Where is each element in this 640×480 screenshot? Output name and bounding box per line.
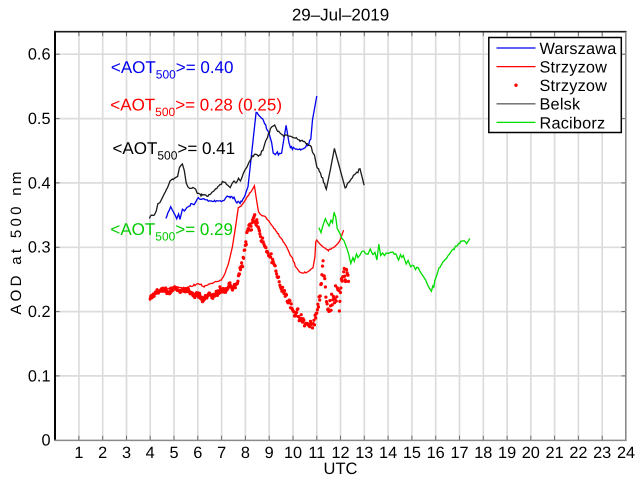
svg-text:4: 4 [146,444,155,462]
svg-text:0.2: 0.2 [28,303,51,321]
svg-text:0.6: 0.6 [28,46,51,64]
svg-text:<AOT500>= 0.28 (0.25): <AOT500>= 0.28 (0.25) [110,96,282,120]
svg-text:21: 21 [546,444,564,462]
svg-text:UTC: UTC [324,460,358,478]
svg-text:15: 15 [403,444,421,462]
svg-text:<AOT500>= 0.29: <AOT500>= 0.29 [110,220,233,244]
svg-text:AOD at 500 nm: AOD at 500 nm [8,168,25,314]
svg-text:0.5: 0.5 [28,110,51,128]
svg-text:Belsk: Belsk [540,96,581,114]
svg-text:17: 17 [450,444,468,462]
svg-text:22: 22 [569,444,587,462]
svg-text:<AOT500>= 0.41: <AOT500>= 0.41 [113,139,236,163]
svg-text:0.4: 0.4 [28,174,51,192]
svg-text:16: 16 [427,444,445,462]
svg-text:13: 13 [355,444,373,462]
svg-text:1: 1 [74,444,83,462]
svg-text:6: 6 [193,444,202,462]
svg-text:8: 8 [241,444,250,462]
svg-text:11: 11 [308,444,325,462]
svg-text:Raciborz: Raciborz [540,114,606,132]
svg-text:5: 5 [169,444,178,462]
svg-text:0.3: 0.3 [28,239,51,257]
svg-text:2: 2 [98,444,107,462]
svg-text:Strzyzow: Strzyzow [540,77,608,95]
svg-text:0: 0 [41,432,50,450]
svg-text:18: 18 [474,444,492,462]
svg-text:24: 24 [617,444,635,462]
svg-text:Warszawa: Warszawa [540,40,618,58]
svg-text:20: 20 [522,444,540,462]
svg-text:3: 3 [122,444,131,462]
svg-text:23: 23 [593,444,611,462]
svg-text:0.1: 0.1 [28,367,51,385]
svg-text:10: 10 [284,444,302,462]
svg-text:12: 12 [331,444,349,462]
svg-text:7: 7 [217,444,226,462]
svg-text:29–Jul–2019: 29–Jul–2019 [292,6,389,25]
svg-text:<AOT500>= 0.40: <AOT500>= 0.40 [111,58,234,82]
svg-text:14: 14 [379,444,397,462]
svg-text:9: 9 [265,444,274,462]
svg-text:19: 19 [498,444,516,462]
svg-text:Strzyzow: Strzyzow [540,59,608,77]
